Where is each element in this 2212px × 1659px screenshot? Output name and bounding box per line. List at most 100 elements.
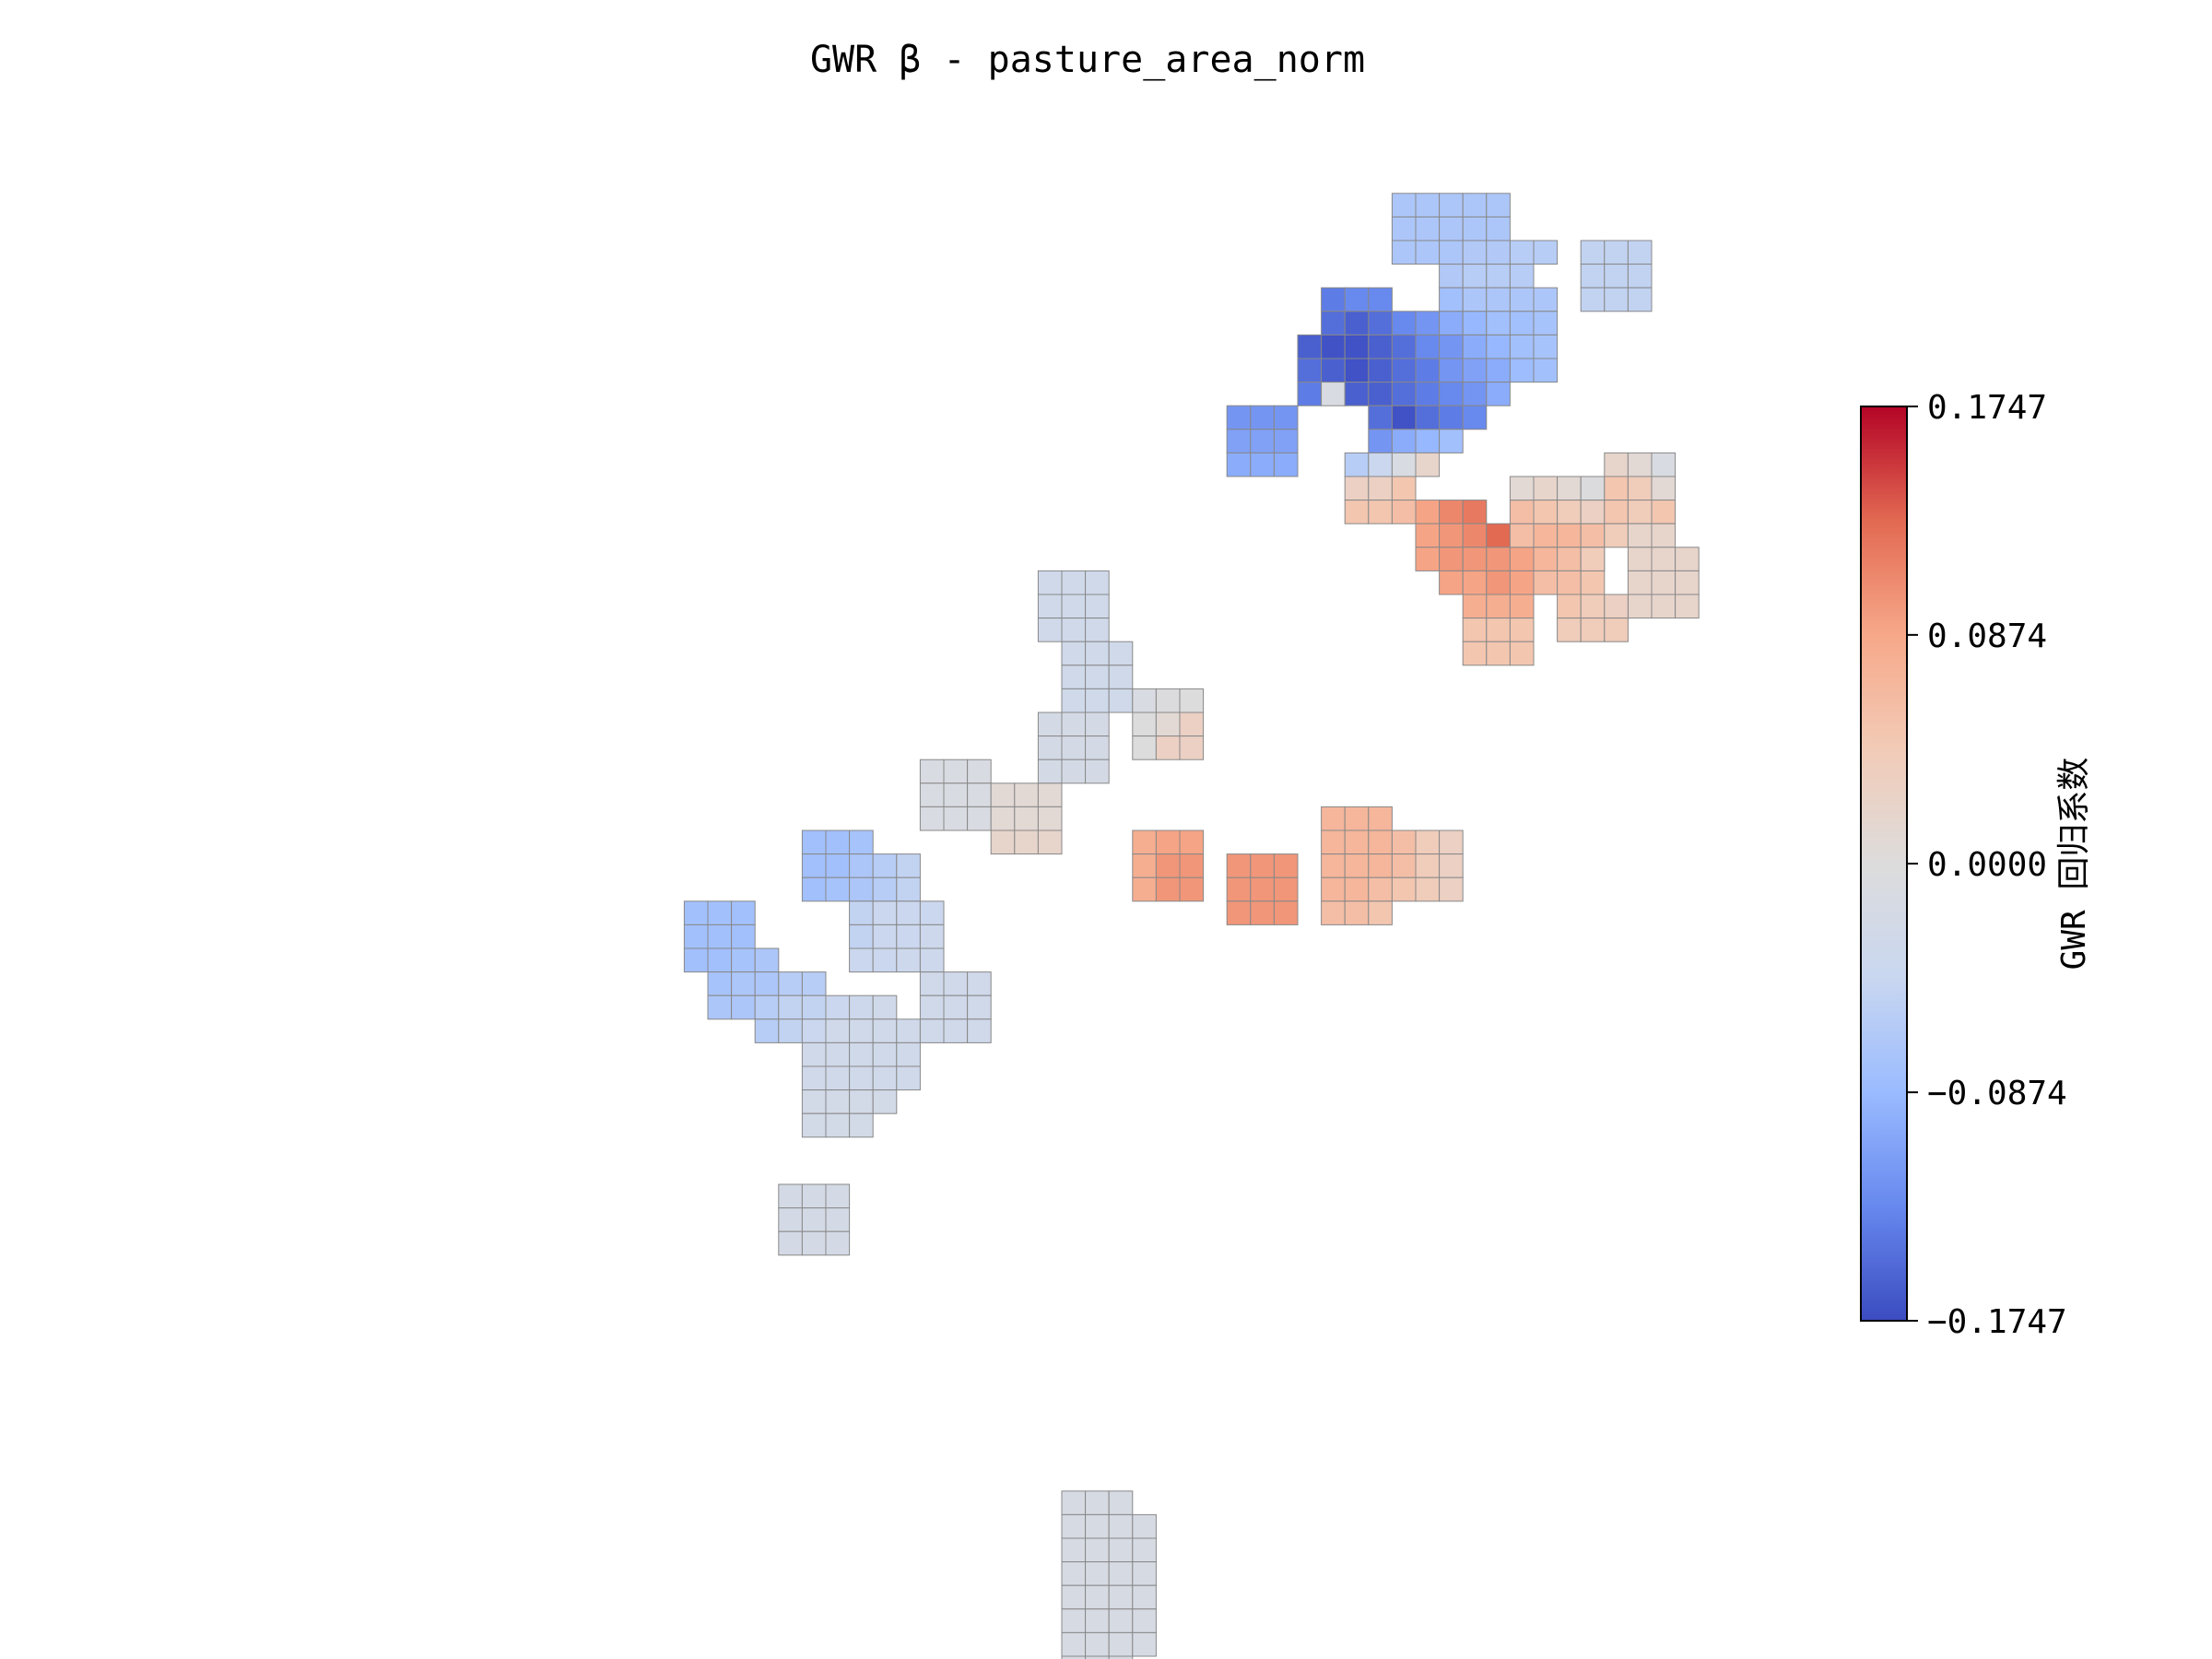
map-cell (731, 900, 756, 925)
map-cell (1085, 1631, 1110, 1657)
map-cell (825, 830, 851, 855)
map-cell (1651, 523, 1677, 548)
map-cell (1344, 900, 1370, 925)
map-cell (1273, 853, 1299, 878)
map-cell (1297, 382, 1323, 406)
map-cell (1439, 193, 1464, 218)
colorbar: 0.1747 0.0874 0.0000 −0.0874 −0.1747 GWR 回归系… (1860, 389, 2093, 1341)
map-cell (1462, 287, 1488, 312)
map-cell (801, 1018, 827, 1043)
map-cell (801, 1065, 827, 1091)
map-cell (967, 759, 992, 784)
map-cell (967, 1018, 992, 1043)
map-cell (1557, 594, 1582, 619)
map-cell (1509, 311, 1535, 335)
map-cell (1037, 806, 1063, 831)
map-cell (1061, 735, 1087, 760)
map-cell (707, 994, 733, 1020)
map-cell (1580, 287, 1606, 312)
map-cell (1108, 1584, 1134, 1610)
map-cell (1486, 193, 1511, 218)
map-cell (825, 1112, 851, 1138)
map-cell (1557, 547, 1582, 571)
map-cell (872, 853, 898, 878)
map-cell (1415, 500, 1441, 524)
map-cell (1533, 570, 1559, 595)
map-cell (825, 1089, 851, 1114)
map-cell (801, 994, 827, 1020)
map-cell (1604, 476, 1629, 501)
map-cell (896, 900, 921, 925)
map-cell (1085, 1584, 1110, 1610)
colorbar-tick-label: 0.0874 (1927, 618, 2047, 655)
map-cell (1273, 452, 1299, 477)
map-cell (1604, 452, 1629, 477)
map-cell (1179, 853, 1205, 878)
map-cell (707, 947, 733, 973)
map-cell (1462, 594, 1488, 619)
map-cell (1368, 358, 1393, 383)
map-cell (778, 1207, 803, 1232)
colorbar-tick-label: −0.1747 (1927, 1303, 2067, 1341)
map-cell (1509, 287, 1535, 312)
map-cell (1391, 877, 1417, 902)
map-cell (1297, 358, 1323, 383)
map-cell (1391, 429, 1417, 453)
map-cell (801, 830, 827, 855)
map-cell (801, 1041, 827, 1067)
map-cell (1391, 405, 1417, 430)
map-cell (1580, 240, 1606, 265)
map-cell (1509, 523, 1535, 548)
map-cell (849, 877, 874, 902)
map-cell (990, 806, 1016, 831)
map-cell (683, 947, 709, 973)
map-cell (1155, 853, 1181, 878)
map-cell (1226, 405, 1252, 430)
map-cell (1533, 287, 1559, 312)
map-cell (849, 830, 874, 855)
map-cell (1509, 264, 1535, 288)
map-cell (1014, 830, 1039, 855)
map-cell (1226, 429, 1252, 453)
map-cell (919, 759, 945, 784)
map-cell (849, 1041, 874, 1067)
map-cell (1132, 688, 1157, 713)
map-cell (1368, 476, 1393, 501)
colorbar-label: GWR 回归系数 (2055, 758, 2093, 971)
map-cell (1037, 759, 1063, 784)
map-cell (683, 900, 709, 925)
map-cell (1462, 264, 1488, 288)
map-cell (1061, 1561, 1087, 1586)
map-cell (1108, 641, 1134, 666)
map-cell (1486, 311, 1511, 335)
map-cell (849, 1089, 874, 1114)
map-cell (1415, 334, 1441, 359)
map-cell (1132, 830, 1157, 855)
map-cell (1486, 570, 1511, 595)
map-cell (1250, 405, 1275, 430)
map-cell (1344, 476, 1370, 501)
map-cell (1132, 1561, 1157, 1586)
map-cell (683, 924, 709, 949)
map-cell (1297, 334, 1323, 359)
map-cell (849, 1018, 874, 1043)
map-cell (1627, 287, 1653, 312)
map-cell (825, 1018, 851, 1043)
map-cell (1321, 358, 1346, 383)
map-cell (1085, 735, 1110, 760)
map-cell (1014, 806, 1039, 831)
map-cell (1627, 547, 1653, 571)
map-cell (1462, 358, 1488, 383)
map-cell (967, 994, 992, 1020)
map-cell (1557, 523, 1582, 548)
map-cell (1155, 830, 1181, 855)
map-title: GWR β - pasture_area_norm (810, 39, 1365, 81)
map-cell (1085, 1608, 1110, 1633)
map-cell (1651, 452, 1677, 477)
map-cell (1439, 382, 1464, 406)
map-cell (1391, 358, 1417, 383)
map-cell (1391, 452, 1417, 477)
map-cell (1627, 523, 1653, 548)
map-cell (1061, 1608, 1087, 1633)
